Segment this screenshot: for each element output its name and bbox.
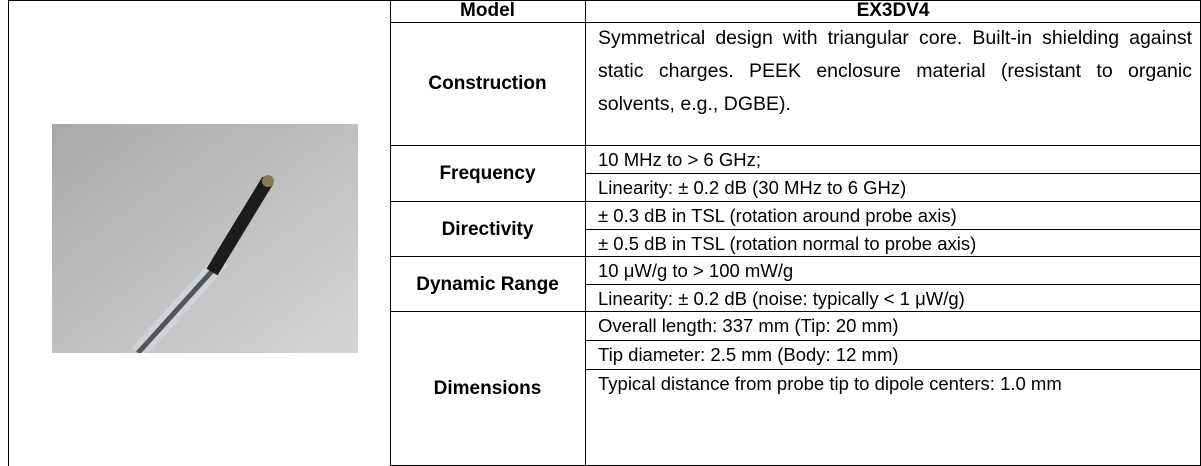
row-value: Overall length: 337 mm (Tip: 20 mm) Tip d… xyxy=(586,312,1200,466)
value-line: 10 μW/g to > 100 mW/g xyxy=(598,260,794,281)
row-value: Symmetrical design with triangular core.… xyxy=(586,22,1200,146)
row-label: Frequency xyxy=(439,163,536,184)
row-border xyxy=(390,311,1201,312)
value-line: Typical distance from probe tip to dipol… xyxy=(586,369,1200,398)
probe-photo xyxy=(52,124,358,353)
value-line: Overall length: 337 mm (Tip: 20 mm) xyxy=(598,315,899,336)
value-line: ± 0.5 dB in TSL (rotation normal to prob… xyxy=(586,229,1200,257)
row-value: ± 0.3 dB in TSL (rotation around probe a… xyxy=(586,202,1200,257)
row-border xyxy=(390,201,1201,202)
row-value: 10 μW/g to > 100 mW/g Linearity: ± 0.2 dB… xyxy=(586,257,1200,312)
value-line: ± 0.3 dB in TSL (rotation around probe a… xyxy=(598,205,957,226)
row-label: Construction xyxy=(428,73,547,94)
value-line: Linearity: ± 0.2 dB (noise: typically < … xyxy=(586,284,1200,312)
model-value: EX3DV4 xyxy=(856,0,930,21)
row-value: 10 MHz to > 6 GHz; Linearity: ± 0.2 dB (3… xyxy=(586,146,1200,202)
row-border xyxy=(390,145,1201,146)
model-label: Model xyxy=(460,0,515,21)
value-line: Tip diameter: 2.5 mm (Body: 12 mm) xyxy=(586,340,1200,369)
row-label: Dimensions xyxy=(433,378,542,399)
value-line: Linearity: ± 0.2 dB (30 MHz to 6 GHz) xyxy=(586,173,1200,201)
row-border xyxy=(390,22,1201,23)
value-line: 10 MHz to > 6 GHz; xyxy=(598,149,761,170)
value-line: Symmetrical design with triangular core.… xyxy=(598,27,1192,115)
row-label: Dynamic Range xyxy=(416,273,559,295)
row-label: Directivity xyxy=(441,218,534,240)
row-border xyxy=(390,256,1201,257)
